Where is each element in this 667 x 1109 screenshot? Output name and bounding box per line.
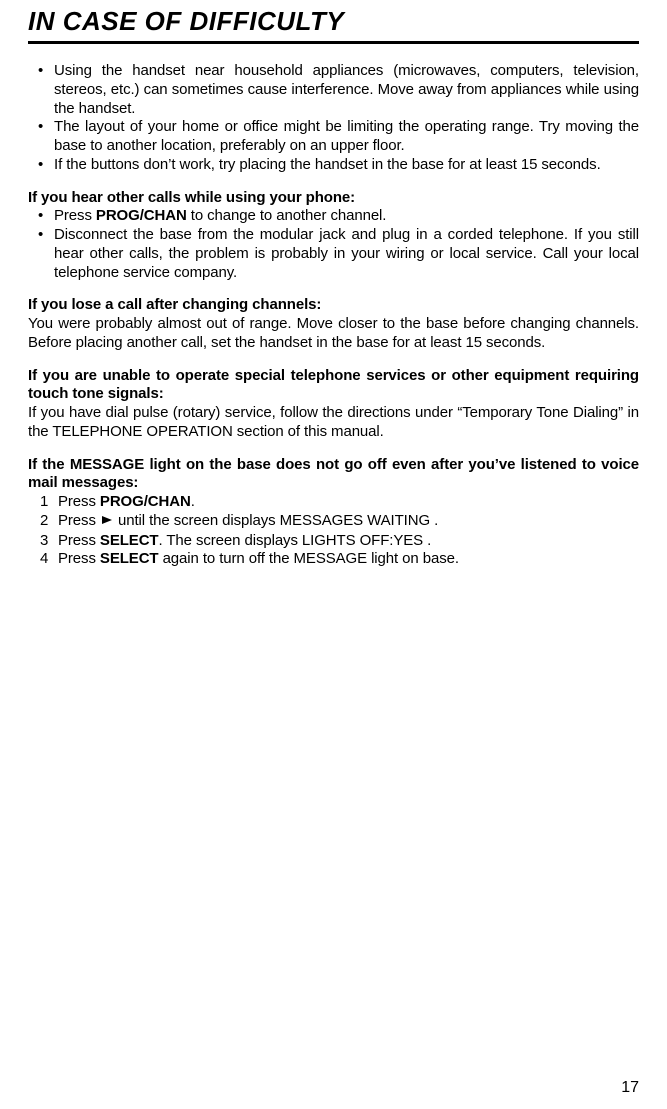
list-item: 4 Press SELECT again to turn off the MES…	[28, 550, 639, 569]
text-fragment: Press	[54, 207, 96, 224]
sec1-bullet-list: Press PROG/CHAN to change to another cha…	[28, 207, 639, 282]
text-fragment: Press	[58, 493, 100, 510]
arrow-right-icon	[100, 513, 114, 532]
text-fragment: again to turn off the MESSAGE light on b…	[159, 550, 459, 567]
page-number: 17	[621, 1079, 639, 1097]
steps-list: 1 Press PROG/CHAN. 2 Press until the scr…	[28, 493, 639, 569]
page-container: IN CASE OF DIFFICULTY Using the handset …	[0, 0, 667, 1109]
list-item: If the buttons don’t work, try placing t…	[28, 156, 639, 175]
section-heading-touch-tone: If you are unable to operate special tel…	[28, 367, 639, 405]
text-fragment: .	[191, 493, 195, 510]
step-number: 1	[40, 493, 48, 512]
text-fragment: Press	[58, 512, 100, 529]
bold-text: SELECT	[100, 532, 159, 549]
section-heading-hear-other-calls: If you hear other calls while using your…	[28, 189, 639, 208]
list-item: Press PROG/CHAN to change to another cha…	[28, 207, 639, 226]
paragraph: If you have dial pulse (rotary) service,…	[28, 404, 639, 442]
text-fragment: Press	[58, 532, 100, 549]
text-fragment: . The screen displays LIGHTS OFF:YES .	[159, 532, 432, 549]
bold-text: PROG/CHAN	[96, 207, 187, 224]
list-item: 2 Press until the screen displays MESSAG…	[28, 512, 639, 532]
title-rule	[28, 41, 639, 44]
text-fragment: Press	[58, 550, 100, 567]
section-heading-message-light: If the MESSAGE light on the base does no…	[28, 456, 639, 494]
list-item: Using the handset near household applian…	[28, 62, 639, 118]
text-fragment: to change to another channel.	[187, 207, 387, 224]
bold-text: SELECT	[100, 550, 159, 567]
list-item: 3 Press SELECT. The screen displays LIGH…	[28, 532, 639, 551]
list-item: Disconnect the base from the modular jac…	[28, 226, 639, 282]
step-number: 3	[40, 532, 48, 551]
content-body: Using the handset near household applian…	[28, 62, 639, 569]
intro-bullet-list: Using the handset near household applian…	[28, 62, 639, 175]
list-item: The layout of your home or office might …	[28, 118, 639, 156]
paragraph: You were probably almost out of range. M…	[28, 315, 639, 353]
text-fragment: until the screen displays MESSAGES WAITI…	[114, 512, 438, 529]
bold-text: PROG/CHAN	[100, 493, 191, 510]
step-number: 4	[40, 550, 48, 569]
page-title: IN CASE OF DIFFICULTY	[28, 6, 639, 37]
step-number: 2	[40, 512, 48, 531]
section-heading-lose-call: If you lose a call after changing channe…	[28, 296, 639, 315]
list-item: 1 Press PROG/CHAN.	[28, 493, 639, 512]
